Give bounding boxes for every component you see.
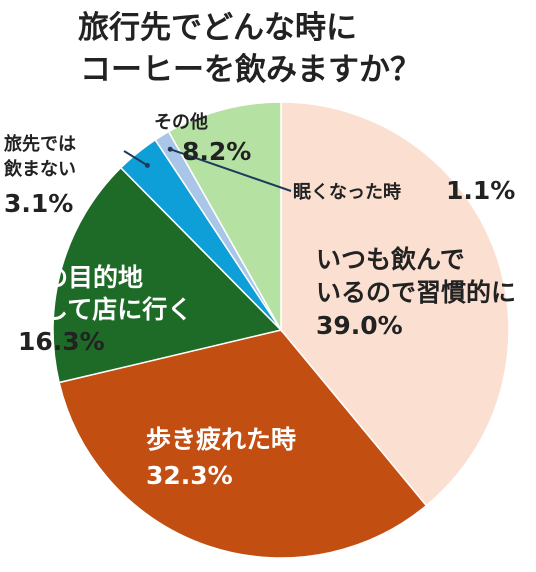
chart-title-line-2: コーヒーを飲みますか？: [80, 52, 421, 88]
slice-label-0-line-1: いるので習慣的に: [316, 278, 516, 307]
slice-value-2: 16.3%: [18, 327, 105, 356]
slice-label-5-line-0: その他: [154, 111, 208, 133]
slice-value-4: 1.1%: [446, 176, 515, 205]
leader-line-4: [169, 148, 292, 192]
pie-slice-2: [52, 166, 283, 384]
slice-label-2-line-0: 旅の目的地: [18, 263, 143, 292]
leader-dot-3: [144, 162, 150, 168]
slice-value-1: 32.3%: [146, 461, 233, 490]
slice-value-0: 39.0%: [316, 311, 403, 340]
slice-label-4-line-0: 眠くなった時: [293, 182, 401, 203]
pie-slices: [52, 101, 510, 559]
pie-slice-1: [58, 329, 428, 559]
leader-dot-4: [167, 146, 173, 152]
pie-slice-0: [280, 101, 510, 507]
slice-value-3: 3.1%: [4, 189, 73, 218]
leader-lines: [123, 146, 292, 192]
slice-label-1-line-0: 歩き疲れた時: [146, 425, 296, 454]
slice-label-3-line-1: 飲まない: [3, 158, 76, 180]
slice-label-2-line-1: として店に行く: [18, 295, 192, 324]
chart-title-line-1: 旅行先でどんな時に: [78, 10, 357, 46]
slice-label-0-line-0: いつも飲んで: [316, 245, 465, 274]
slice-value-5: 8.2%: [182, 137, 251, 166]
leader-line-3: [123, 150, 148, 167]
slice-label-3-line-0: 旅先では: [4, 133, 76, 155]
